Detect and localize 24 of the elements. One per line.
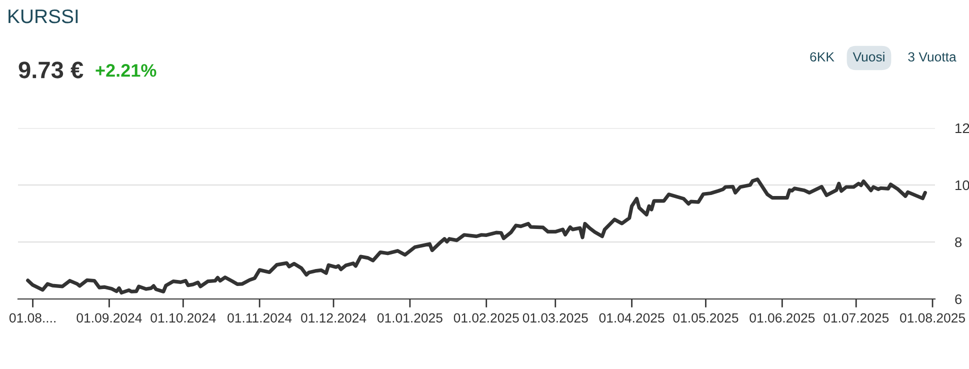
x-tick-label: 01.08.2025 (900, 313, 966, 323)
x-tick-label: 01.06.2025 (750, 313, 815, 323)
x-tick-label: 01.04.2025 (599, 313, 664, 323)
x-tick-label: 01.09.2024 (76, 313, 142, 323)
y-tick-label: 8 (955, 237, 962, 248)
x-tick-label: 01.05.2025 (673, 313, 738, 323)
line-series (26, 177, 927, 295)
x-tick-label: 01.12.2024 (301, 313, 366, 323)
x-tick-label: 01.11.2024 (228, 313, 292, 323)
x-tick-label: 01.01.2025 (377, 313, 442, 323)
x-tick-label: 01.08.... (9, 313, 56, 323)
text: Vuosi (852, 52, 884, 62)
x-tick-label: 01.07.2025 (824, 313, 889, 323)
text: +2.21% (96, 64, 156, 77)
x-tick-label: 01.02.2025 (454, 313, 519, 323)
chart-subtitle: 9.73 € (18, 62, 84, 78)
x-tick-label: 01.10.2024 (150, 313, 216, 323)
y-tick-label: 6 (955, 294, 962, 304)
text: 6KK (810, 52, 834, 62)
text: 3 Vuotta (908, 52, 956, 62)
x-tick-label: 01.03.2025 (522, 313, 588, 323)
y-tick-label: 10 (956, 180, 969, 190)
y-tick-label: 12 (956, 123, 969, 134)
chart-title: KURSSI (8, 9, 78, 24)
